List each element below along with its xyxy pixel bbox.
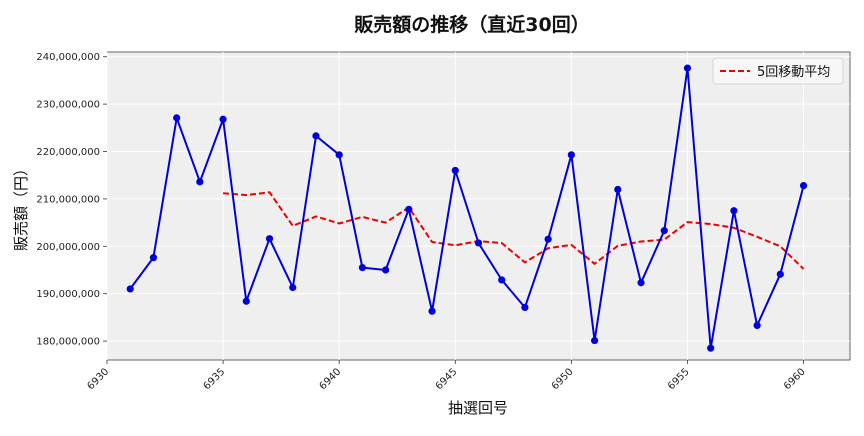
sales-point bbox=[776, 270, 784, 278]
sales-point bbox=[498, 276, 506, 284]
sales-point bbox=[382, 266, 390, 274]
sales-point bbox=[753, 321, 761, 330]
sales-point bbox=[707, 344, 715, 352]
sales-point bbox=[730, 207, 738, 215]
sales-point bbox=[544, 235, 552, 243]
series-layer bbox=[126, 64, 808, 352]
sales-point bbox=[312, 132, 320, 140]
sales-point bbox=[614, 185, 622, 194]
plot-area bbox=[106, 51, 851, 361]
sales-point bbox=[590, 336, 599, 345]
y-tick-label: 200,000,000 bbox=[36, 242, 100, 253]
sales-point bbox=[405, 205, 413, 213]
moving-average-line bbox=[223, 191, 805, 270]
sales-point bbox=[683, 64, 692, 72]
y-tick-label: 180,000,000 bbox=[36, 337, 100, 348]
y-tick-label: 210,000,000 bbox=[36, 194, 100, 205]
y-tick-label: 230,000,000 bbox=[36, 100, 100, 111]
sales-point bbox=[567, 151, 575, 159]
sales-point bbox=[660, 227, 668, 235]
y-tick-label: 220,000,000 bbox=[36, 147, 100, 158]
sales-point bbox=[126, 285, 134, 293]
sales-point bbox=[242, 297, 250, 305]
sales-point bbox=[799, 182, 808, 190]
sales-point bbox=[289, 283, 297, 292]
sales-point bbox=[196, 178, 204, 186]
legend-label-moving-average: 5回移動平均 bbox=[757, 65, 830, 80]
sales-point bbox=[474, 239, 483, 247]
sales-point bbox=[335, 151, 343, 159]
sales-point bbox=[637, 279, 645, 287]
sales-point bbox=[358, 264, 367, 272]
sales-point bbox=[428, 307, 436, 315]
legend: 5回移動平均 bbox=[712, 57, 844, 85]
sales-point bbox=[173, 114, 181, 122]
y-tick-label: 190,000,000 bbox=[36, 289, 100, 300]
sales-point bbox=[265, 235, 274, 243]
chart-title: 販売額の推移（直近30回） bbox=[354, 13, 589, 36]
sales-line bbox=[129, 67, 805, 350]
x-axis-label: 抽選回号 bbox=[448, 399, 508, 417]
sales-point bbox=[219, 115, 227, 123]
y-tick-label: 240,000,000 bbox=[36, 52, 100, 63]
sales-point bbox=[521, 303, 529, 312]
y-axis-ticks: 180,000,000 190,000,000 200,000,000 210,000… bbox=[36, 52, 107, 348]
y-axis-label: 販売額（円） bbox=[12, 161, 30, 251]
sales-point bbox=[149, 254, 158, 262]
legend-box bbox=[712, 57, 844, 85]
sales-point bbox=[451, 166, 459, 175]
